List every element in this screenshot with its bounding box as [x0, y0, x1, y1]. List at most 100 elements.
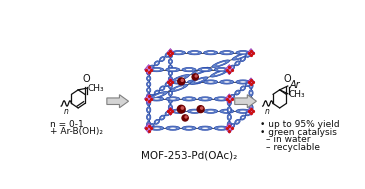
Ellipse shape — [147, 94, 150, 97]
Polygon shape — [247, 107, 254, 115]
Ellipse shape — [204, 51, 218, 55]
Ellipse shape — [147, 108, 150, 112]
Ellipse shape — [201, 98, 209, 100]
Ellipse shape — [240, 57, 246, 62]
Ellipse shape — [154, 119, 160, 124]
Ellipse shape — [147, 115, 150, 119]
Circle shape — [182, 115, 188, 121]
Ellipse shape — [174, 86, 184, 90]
Ellipse shape — [169, 72, 172, 75]
Text: – recyclable: – recyclable — [266, 143, 320, 152]
Ellipse shape — [168, 97, 173, 103]
Ellipse shape — [247, 112, 250, 115]
Ellipse shape — [169, 54, 172, 57]
Ellipse shape — [147, 77, 150, 80]
Ellipse shape — [169, 60, 172, 63]
Ellipse shape — [149, 94, 154, 99]
Ellipse shape — [250, 106, 252, 109]
Circle shape — [178, 78, 185, 85]
Ellipse shape — [150, 67, 164, 72]
Ellipse shape — [171, 109, 185, 113]
Ellipse shape — [214, 71, 224, 75]
Ellipse shape — [207, 52, 215, 54]
Ellipse shape — [169, 98, 177, 100]
Circle shape — [181, 79, 183, 81]
Ellipse shape — [166, 112, 169, 115]
Ellipse shape — [220, 80, 234, 84]
Ellipse shape — [153, 127, 161, 129]
Ellipse shape — [214, 126, 228, 130]
Ellipse shape — [166, 97, 180, 101]
Text: n = 0-1: n = 0-1 — [50, 120, 84, 129]
Ellipse shape — [192, 67, 210, 75]
Ellipse shape — [174, 81, 182, 83]
Ellipse shape — [214, 67, 228, 72]
Ellipse shape — [161, 87, 164, 90]
Ellipse shape — [155, 91, 158, 94]
Ellipse shape — [182, 126, 196, 130]
Ellipse shape — [147, 114, 151, 120]
Polygon shape — [167, 78, 174, 86]
Ellipse shape — [188, 51, 202, 55]
Ellipse shape — [188, 80, 202, 84]
Ellipse shape — [236, 51, 250, 55]
Ellipse shape — [154, 93, 164, 97]
Ellipse shape — [239, 110, 247, 112]
Circle shape — [201, 107, 203, 109]
Ellipse shape — [169, 127, 177, 129]
Ellipse shape — [150, 95, 153, 98]
Ellipse shape — [147, 121, 151, 128]
Ellipse shape — [228, 123, 230, 126]
Ellipse shape — [249, 97, 253, 103]
Ellipse shape — [147, 107, 151, 113]
Ellipse shape — [174, 110, 182, 112]
Ellipse shape — [229, 65, 235, 70]
Ellipse shape — [227, 114, 231, 120]
Ellipse shape — [149, 65, 154, 70]
Ellipse shape — [201, 127, 209, 129]
Ellipse shape — [217, 98, 225, 100]
Ellipse shape — [235, 119, 240, 124]
Ellipse shape — [150, 66, 153, 69]
Ellipse shape — [150, 97, 164, 101]
Text: MOF-253-Pd(OAc)₂: MOF-253-Pd(OAc)₂ — [141, 150, 237, 160]
Ellipse shape — [216, 62, 226, 66]
Ellipse shape — [168, 77, 173, 82]
Ellipse shape — [169, 106, 172, 109]
Ellipse shape — [191, 110, 199, 112]
Ellipse shape — [169, 91, 172, 95]
Ellipse shape — [161, 58, 164, 60]
Text: • green catalysis: • green catalysis — [260, 128, 337, 136]
Ellipse shape — [147, 71, 150, 74]
Ellipse shape — [231, 95, 234, 98]
Circle shape — [192, 74, 198, 80]
Ellipse shape — [182, 67, 196, 72]
Ellipse shape — [249, 90, 253, 96]
Ellipse shape — [171, 80, 185, 84]
Ellipse shape — [147, 89, 150, 91]
Ellipse shape — [149, 124, 154, 129]
Ellipse shape — [191, 81, 199, 83]
Ellipse shape — [241, 87, 244, 90]
Ellipse shape — [236, 62, 239, 65]
Polygon shape — [225, 65, 234, 75]
Ellipse shape — [165, 111, 170, 116]
Ellipse shape — [168, 71, 173, 76]
Ellipse shape — [229, 94, 235, 99]
Ellipse shape — [169, 78, 172, 81]
Ellipse shape — [194, 79, 204, 83]
Text: – in water: – in water — [266, 135, 310, 144]
Ellipse shape — [147, 93, 151, 98]
Ellipse shape — [239, 52, 247, 54]
Ellipse shape — [160, 86, 165, 91]
Ellipse shape — [147, 76, 151, 81]
Ellipse shape — [228, 115, 230, 119]
Ellipse shape — [169, 84, 172, 87]
Ellipse shape — [176, 76, 185, 80]
Polygon shape — [225, 94, 234, 104]
Ellipse shape — [249, 104, 253, 111]
Ellipse shape — [247, 83, 250, 85]
Polygon shape — [247, 49, 254, 57]
Ellipse shape — [227, 99, 231, 106]
Ellipse shape — [217, 69, 225, 71]
